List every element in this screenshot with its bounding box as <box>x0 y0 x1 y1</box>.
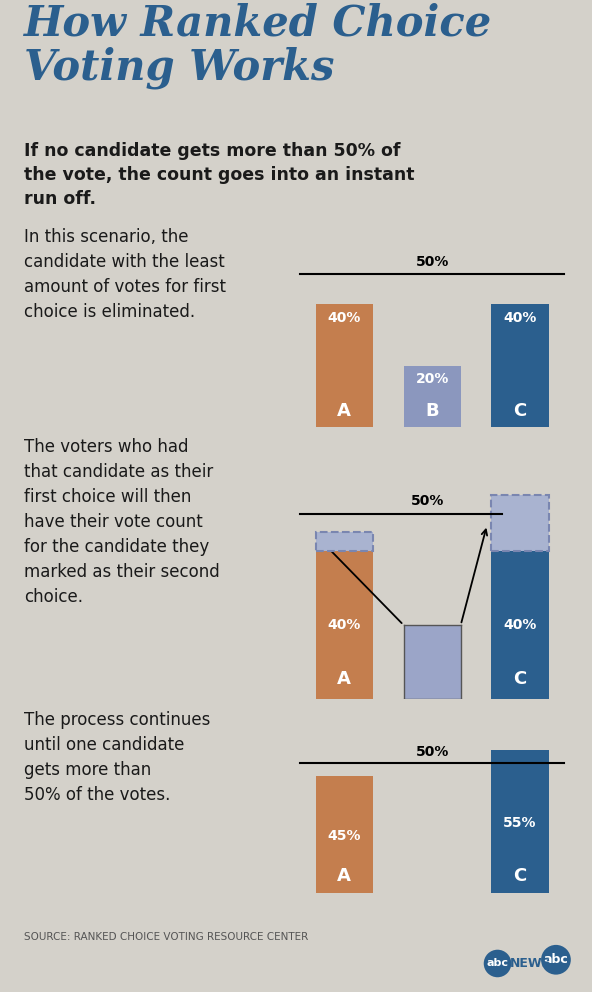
Text: SOURCE: RANKED CHOICE VOTING RESOURCE CENTER: SOURCE: RANKED CHOICE VOTING RESOURCE CE… <box>24 932 308 942</box>
Text: C: C <box>513 671 527 688</box>
Text: C: C <box>513 403 527 421</box>
Text: If no candidate gets more than 50% of
the vote, the count goes into an instant
r: If no candidate gets more than 50% of th… <box>24 142 414 208</box>
Text: 50%: 50% <box>416 255 449 270</box>
Text: abc: abc <box>487 958 509 968</box>
Bar <box>316 533 373 551</box>
Text: 40%: 40% <box>327 310 361 324</box>
Text: In this scenario, the
candidate with the least
amount of votes for first
choice : In this scenario, the candidate with the… <box>24 228 226 321</box>
Bar <box>316 305 373 427</box>
Text: The process continues
until one candidate
gets more than
50% of the votes.: The process continues until one candidat… <box>24 711 210 805</box>
Text: A: A <box>337 671 351 688</box>
Text: A: A <box>337 403 351 421</box>
Text: A: A <box>337 867 351 885</box>
Text: The voters who had
that candidate as their
first choice will then
have their vot: The voters who had that candidate as the… <box>24 438 220 606</box>
Text: abc: abc <box>543 953 568 966</box>
Text: 55%: 55% <box>503 815 537 829</box>
Text: 20%: 20% <box>416 372 449 386</box>
Text: C: C <box>513 867 527 885</box>
Text: How Ranked Choice
Voting Works: How Ranked Choice Voting Works <box>24 3 492 89</box>
Bar <box>491 551 549 699</box>
Text: 40%: 40% <box>327 618 361 632</box>
Bar <box>404 625 461 699</box>
Bar <box>316 776 373 893</box>
Bar <box>491 495 549 551</box>
Bar <box>491 305 549 427</box>
Text: NEWS: NEWS <box>510 957 552 970</box>
Text: 40%: 40% <box>503 310 537 324</box>
Text: 5%: 5% <box>334 535 355 548</box>
Bar <box>404 365 461 427</box>
Text: 45%: 45% <box>327 828 361 843</box>
Text: B: B <box>425 403 439 421</box>
Bar <box>316 551 373 699</box>
Text: 40%: 40% <box>503 618 537 632</box>
Text: 50%: 50% <box>416 745 449 759</box>
Bar <box>491 750 549 893</box>
Text: 50%: 50% <box>411 494 445 508</box>
Text: 15%: 15% <box>506 517 534 530</box>
